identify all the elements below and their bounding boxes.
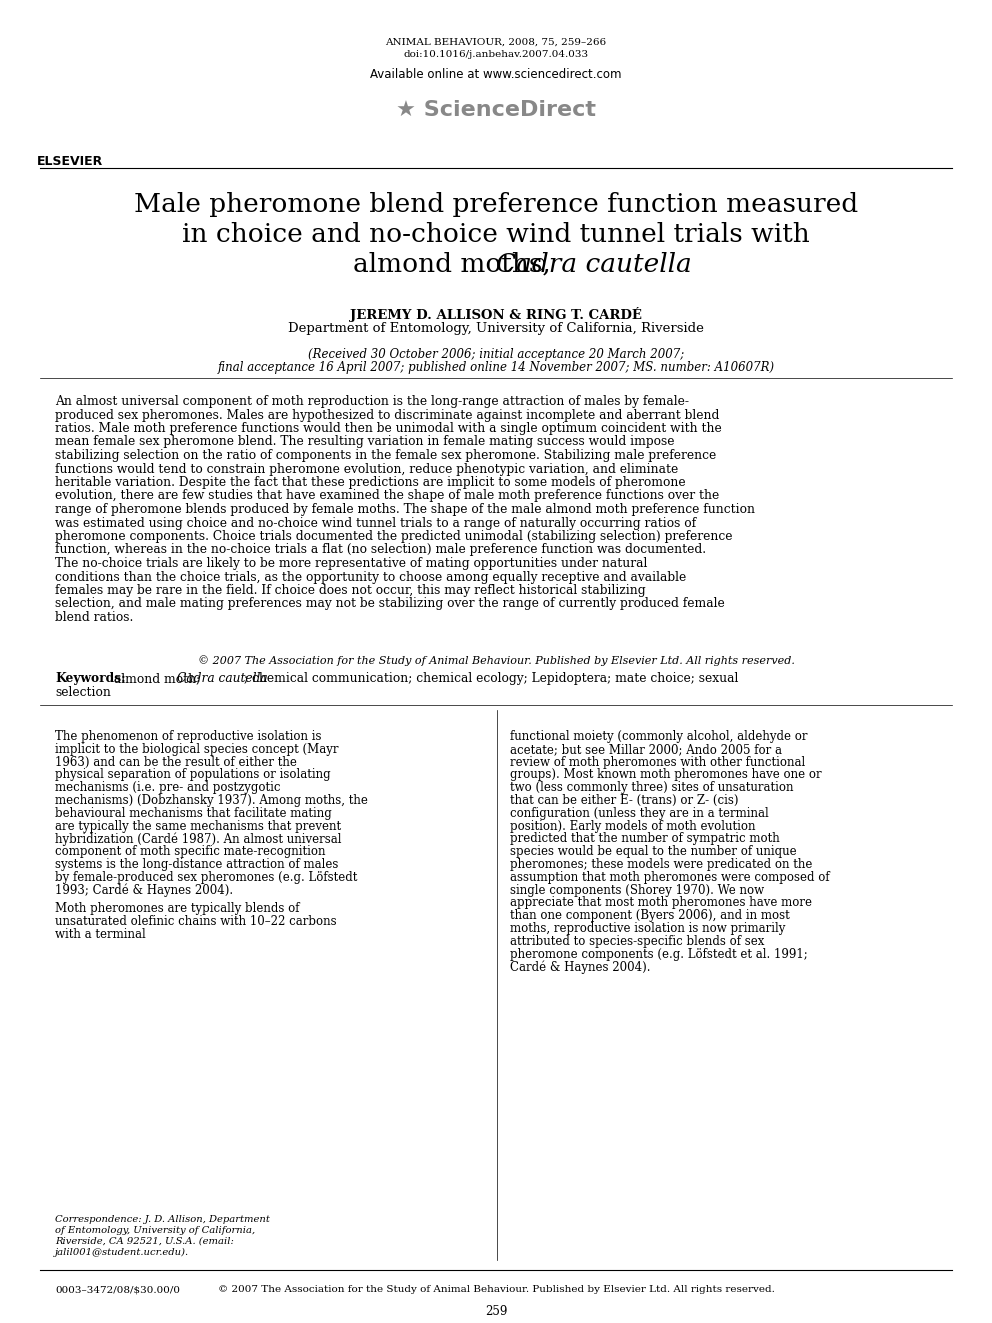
Text: functions would tend to constrain pheromone evolution, reduce phenotypic variati: functions would tend to constrain pherom… [55,463,679,475]
Text: by female-produced sex pheromones (e.g. Löfstedt: by female-produced sex pheromones (e.g. … [55,871,357,884]
Text: Moth pheromones are typically blends of: Moth pheromones are typically blends of [55,902,300,916]
Text: evolution, there are few studies that have examined the shape of male moth prefe: evolution, there are few studies that ha… [55,490,719,503]
Text: Cardé & Haynes 2004).: Cardé & Haynes 2004). [510,960,651,974]
Text: mechanisms (i.e. pre- and postzygotic: mechanisms (i.e. pre- and postzygotic [55,781,281,794]
Text: © 2007 The Association for the Study of Animal Behaviour. Published by Elsevier : © 2007 The Association for the Study of … [197,655,795,665]
Text: JEREMY D. ALLISON & RING T. CARDÉ: JEREMY D. ALLISON & RING T. CARDÉ [350,307,642,321]
Text: hybridization (Cardé 1987). An almost universal: hybridization (Cardé 1987). An almost un… [55,832,341,845]
Text: doi:10.1016/j.anbehav.2007.04.033: doi:10.1016/j.anbehav.2007.04.033 [404,50,588,60]
Text: almond moth;: almond moth; [110,672,204,685]
Text: functional moiety (commonly alcohol, aldehyde or: functional moiety (commonly alcohol, ald… [510,730,807,744]
Text: component of moth specific mate-recognition: component of moth specific mate-recognit… [55,845,325,859]
Text: © 2007 The Association for the Study of Animal Behaviour. Published by Elsevier : © 2007 The Association for the Study of … [217,1285,775,1294]
Text: ELSEVIER: ELSEVIER [37,155,103,168]
Text: than one component (Byers 2006), and in most: than one component (Byers 2006), and in … [510,909,790,922]
Text: ; chemical communication; chemical ecology; Lepidoptera; mate choice; sexual: ; chemical communication; chemical ecolo… [244,672,739,685]
Text: pheromone components (e.g. Löfstedt et al. 1991;: pheromone components (e.g. Löfstedt et a… [510,947,807,960]
Text: stabilizing selection on the ratio of components in the female sex pheromone. St: stabilizing selection on the ratio of co… [55,448,716,462]
Text: 0003–3472/08/$30.00/0: 0003–3472/08/$30.00/0 [55,1285,180,1294]
Text: configuration (unless they are in a terminal: configuration (unless they are in a term… [510,807,769,820]
Text: Riverside, CA 92521, U.S.A. (email:: Riverside, CA 92521, U.S.A. (email: [55,1237,234,1246]
Text: species would be equal to the number of unique: species would be equal to the number of … [510,845,797,859]
Text: 259: 259 [485,1304,507,1318]
Text: attributed to species-specific blends of sex: attributed to species-specific blends of… [510,935,765,947]
Text: The no-choice trials are likely to be more representative of mating opportunitie: The no-choice trials are likely to be mo… [55,557,648,570]
Text: moths, reproductive isolation is now primarily: moths, reproductive isolation is now pri… [510,922,786,935]
Text: almond moths,: almond moths, [353,251,559,277]
Text: females may be rare in the field. If choice does not occur, this may reflect his: females may be rare in the field. If cho… [55,583,646,597]
Text: behavioural mechanisms that facilitate mating: behavioural mechanisms that facilitate m… [55,807,331,820]
Text: An almost universal component of moth reproduction is the long-range attraction : An almost universal component of moth re… [55,396,689,407]
Text: Keywords:: Keywords: [55,672,126,685]
Text: Correspondence: J. D. Allison, Department: Correspondence: J. D. Allison, Departmen… [55,1215,270,1224]
Text: 1963) and can be the result of either the: 1963) and can be the result of either th… [55,755,297,769]
Text: position). Early models of moth evolution: position). Early models of moth evolutio… [510,820,756,832]
Text: that can be either E- (trans) or Z- (cis): that can be either E- (trans) or Z- (cis… [510,794,738,807]
Text: range of pheromone blends produced by female moths. The shape of the male almond: range of pheromone blends produced by fe… [55,503,755,516]
Text: unsaturated olefinic chains with 10–22 carbons: unsaturated olefinic chains with 10–22 c… [55,916,336,929]
Text: conditions than the choice trials, as the opportunity to choose among equally re: conditions than the choice trials, as th… [55,570,686,583]
Text: blend ratios.: blend ratios. [55,611,133,624]
Text: pheromones; these models were predicated on the: pheromones; these models were predicated… [510,859,812,871]
Text: two (less commonly three) sites of unsaturation: two (less commonly three) sites of unsat… [510,781,794,794]
Text: 1993; Cardé & Haynes 2004).: 1993; Cardé & Haynes 2004). [55,884,233,897]
Text: Available online at www.sciencedirect.com: Available online at www.sciencedirect.co… [370,67,622,81]
Text: mechanisms) (Dobzhansky 1937). Among moths, the: mechanisms) (Dobzhansky 1937). Among mot… [55,794,368,807]
Text: Cadra cautella: Cadra cautella [496,251,691,277]
Text: acetate; but see Millar 2000; Ando 2005 for a: acetate; but see Millar 2000; Ando 2005 … [510,742,782,755]
Text: heritable variation. Despite the fact that these predictions are implicit to som: heritable variation. Despite the fact th… [55,476,685,490]
Text: assumption that moth pheromones were composed of: assumption that moth pheromones were com… [510,871,829,884]
Text: selection: selection [55,685,111,699]
Text: was estimated using choice and no-choice wind tunnel trials to a range of natura: was estimated using choice and no-choice… [55,516,696,529]
Text: ratios. Male moth preference functions would then be unimodal with a single opti: ratios. Male moth preference functions w… [55,422,722,435]
Text: produced sex pheromones. Males are hypothesized to discriminate against incomple: produced sex pheromones. Males are hypot… [55,409,719,422]
Text: groups). Most known moth pheromones have one or: groups). Most known moth pheromones have… [510,769,821,782]
Text: review of moth pheromones with other functional: review of moth pheromones with other fun… [510,755,806,769]
Text: of Entomology, University of California,: of Entomology, University of California, [55,1226,255,1234]
Text: final acceptance 16 April 2007; published online 14 November 2007; MS. number: A: final acceptance 16 April 2007; publishe… [217,361,775,374]
Text: systems is the long-distance attraction of males: systems is the long-distance attraction … [55,859,338,871]
Text: Department of Entomology, University of California, Riverside: Department of Entomology, University of … [288,321,704,335]
Text: mean female sex pheromone blend. The resulting variation in female mating succes: mean female sex pheromone blend. The res… [55,435,675,448]
Text: ANIMAL BEHAVIOUR, 2008, 75, 259–266: ANIMAL BEHAVIOUR, 2008, 75, 259–266 [386,38,606,48]
Text: single components (Shorey 1970). We now: single components (Shorey 1970). We now [510,884,764,897]
Text: with a terminal: with a terminal [55,927,146,941]
Text: pheromone components. Choice trials documented the predicted unimodal (stabilizi: pheromone components. Choice trials docu… [55,531,732,542]
Text: (Received 30 October 2006; initial acceptance 20 March 2007;: (Received 30 October 2006; initial accep… [308,348,684,361]
Text: selection, and male mating preferences may not be stabilizing over the range of : selection, and male mating preferences m… [55,598,725,610]
Text: Male pheromone blend preference function measured: Male pheromone blend preference function… [134,192,858,217]
Text: function, whereas in the no-choice trials a flat (no selection) male preference : function, whereas in the no-choice trial… [55,544,706,557]
Text: physical separation of populations or isolating: physical separation of populations or is… [55,769,330,782]
Text: Cadra cautella: Cadra cautella [178,672,268,685]
Text: ★ ScienceDirect: ★ ScienceDirect [396,101,596,120]
Text: The phenomenon of reproductive isolation is: The phenomenon of reproductive isolation… [55,730,321,744]
Text: predicted that the number of sympatric moth: predicted that the number of sympatric m… [510,832,780,845]
Text: jalil001@student.ucr.edu).: jalil001@student.ucr.edu). [55,1248,189,1257]
Text: in choice and no-choice wind tunnel trials with: in choice and no-choice wind tunnel tria… [183,222,809,247]
Text: are typically the same mechanisms that prevent: are typically the same mechanisms that p… [55,820,341,832]
Text: appreciate that most moth pheromones have more: appreciate that most moth pheromones hav… [510,897,812,909]
Text: implicit to the biological species concept (Mayr: implicit to the biological species conce… [55,742,338,755]
